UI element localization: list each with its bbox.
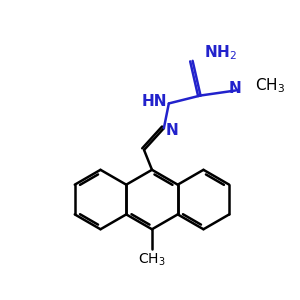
Text: NH$_2$: NH$_2$ — [205, 44, 238, 62]
Text: CH$_3$: CH$_3$ — [138, 252, 166, 268]
Text: HN: HN — [141, 94, 167, 109]
Text: N: N — [166, 123, 178, 138]
Text: N: N — [229, 81, 242, 96]
Text: CH$_3$: CH$_3$ — [255, 76, 285, 95]
